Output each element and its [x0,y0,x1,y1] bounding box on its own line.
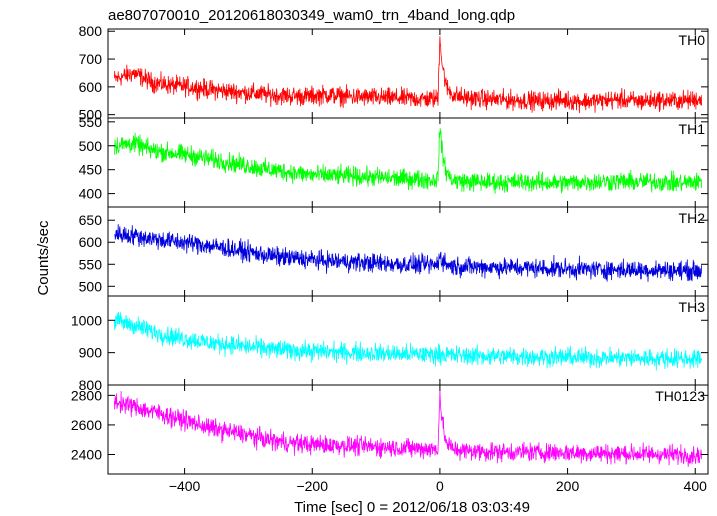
y-tick-label: 500 [79,107,103,123]
panel-label: TH1 [679,121,706,137]
y-tick-label: 900 [79,345,103,361]
panel-frame [107,117,709,208]
panel-label: TH2 [679,210,706,226]
chart-title: ae807070010_20120618030349_wam0_trn_4ban… [108,7,515,24]
panel-label: TH3 [679,299,706,315]
panel-th0123: 2400 2600 2800 TH0123 [71,384,709,475]
y-tick-label: 400 [79,186,103,202]
series-line-th0 [114,36,702,114]
y-tick-label: 550 [79,256,103,272]
y-tick-label: 600 [79,234,103,250]
y-tick-label: 700 [79,51,103,67]
series-line-th3 [114,311,702,371]
panel-label: TH0123 [655,388,705,404]
y-axis-label: Counts/sec [35,220,52,296]
x-tick-label: −400 [169,478,201,494]
y-tick-label: 500 [79,278,103,294]
x-tick-label: 0 [436,478,444,494]
y-tick-label: 2600 [71,417,102,433]
panel-th3: 800 900 1000 TH3 [71,295,709,393]
y-tick-label: 550 [79,114,103,130]
panel-label: TH0 [679,32,706,48]
panel-th0: 500 600 700 800 TH0 [79,23,709,123]
series-line-th2 [114,224,702,282]
y-tick-label: 800 [79,23,103,39]
y-tick-label: 650 [79,212,103,228]
panel-th2: 500 550 600 650 TH2 [79,206,709,297]
panel-th1: 400 450 500 550 TH1 [79,114,709,208]
y-tick-label: 2800 [71,387,102,403]
x-tick-label: −200 [296,478,328,494]
y-tick-label: 2400 [71,446,102,462]
y-tick-label: 800 [79,377,103,393]
y-tick-label: 1000 [71,312,102,328]
x-axis-label: Time [sec] 0 = 2012/06/18 03:03:49 [294,499,530,516]
series-line-th0123 [114,389,702,467]
x-tick-label: 400 [684,478,708,494]
panel-frame [107,384,709,475]
y-tick-label: 500 [79,138,103,154]
y-tick-label: 450 [79,162,103,178]
y-tick-label: 600 [79,79,103,95]
series-line-th1 [114,128,702,194]
x-tick-label: 200 [556,478,580,494]
